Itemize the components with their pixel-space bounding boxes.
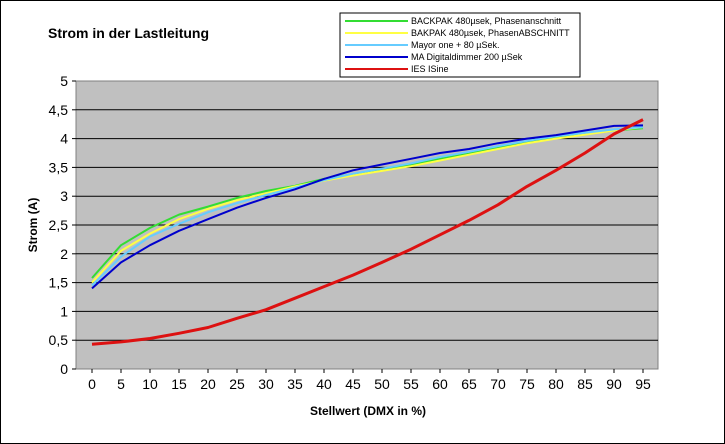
legend-label: BACKPAK 480µsek, Phasenanschnitt <box>411 16 562 26</box>
legend-label: Mayor one + 80 µSek. <box>411 40 499 50</box>
x-axis-title: Stellwert (DMX in %) <box>310 404 426 418</box>
y-tick-label: 2,5 <box>49 217 69 233</box>
y-tick-label: 0,5 <box>49 332 69 348</box>
x-tick-label: 65 <box>461 376 477 392</box>
x-tick-label: 35 <box>287 376 303 392</box>
x-axis-ticks: 0 5 10 15 20 25 30 35 40 45 50 55 60 65 70 75 80 85 90 95 <box>88 369 651 392</box>
series-line-3 <box>91 126 644 287</box>
x-tick-label: 30 <box>258 376 274 392</box>
x-tick-label: 20 <box>200 376 216 392</box>
y-tick-label: 4,5 <box>49 102 69 118</box>
y-tick-label: 2 <box>60 246 68 262</box>
y-tick-label: 3 <box>60 188 68 204</box>
legend-label: IES ISine <box>411 64 449 74</box>
x-tick-label: 15 <box>171 376 187 392</box>
x-tick-label: 50 <box>374 376 390 392</box>
x-tick-label: 90 <box>606 376 622 392</box>
y-tick-label: 3,5 <box>49 159 69 175</box>
x-tick-label: 10 <box>142 376 158 392</box>
y-tick-label: 0 <box>60 361 68 377</box>
x-tick-label: 70 <box>490 376 506 392</box>
legend-label: BAKPAK 480µsek, PhasenABSCHNITT <box>411 28 570 38</box>
x-tick-label: 25 <box>229 376 245 392</box>
x-tick-label: 60 <box>432 376 448 392</box>
legend: BACKPAK 480µsek, Phasenanschnitt BAKPAK 4… <box>339 12 581 78</box>
x-tick-label: 0 <box>88 376 96 392</box>
x-tick-label: 5 <box>117 376 125 392</box>
legend-label: MA Digitaldimmer 200 µSek <box>411 52 523 62</box>
chart-title: Strom in der Lastleitung <box>48 25 209 41</box>
series-line-4 <box>91 124 644 290</box>
series-line-2 <box>91 126 644 284</box>
y-tick-label: 4 <box>60 131 68 147</box>
x-tick-label: 45 <box>345 376 361 392</box>
series-lines <box>91 118 644 346</box>
series-line-5 <box>91 118 644 346</box>
y-axis-ticks: 0 0,5 1 1,5 2 2,5 3 3,5 4 4,5 5 <box>49 73 76 377</box>
x-tick-label: 75 <box>519 376 535 392</box>
x-tick-label: 80 <box>548 376 564 392</box>
y-tick-label: 1,5 <box>49 275 69 291</box>
y-axis-title: Strom (A) <box>26 198 40 253</box>
x-tick-label: 55 <box>403 376 419 392</box>
y-tick-label: 1 <box>60 303 68 319</box>
y-tick-label: 5 <box>60 73 68 89</box>
x-tick-label: 40 <box>316 376 332 392</box>
x-tick-label: 95 <box>635 376 651 392</box>
x-tick-label: 85 <box>577 376 593 392</box>
